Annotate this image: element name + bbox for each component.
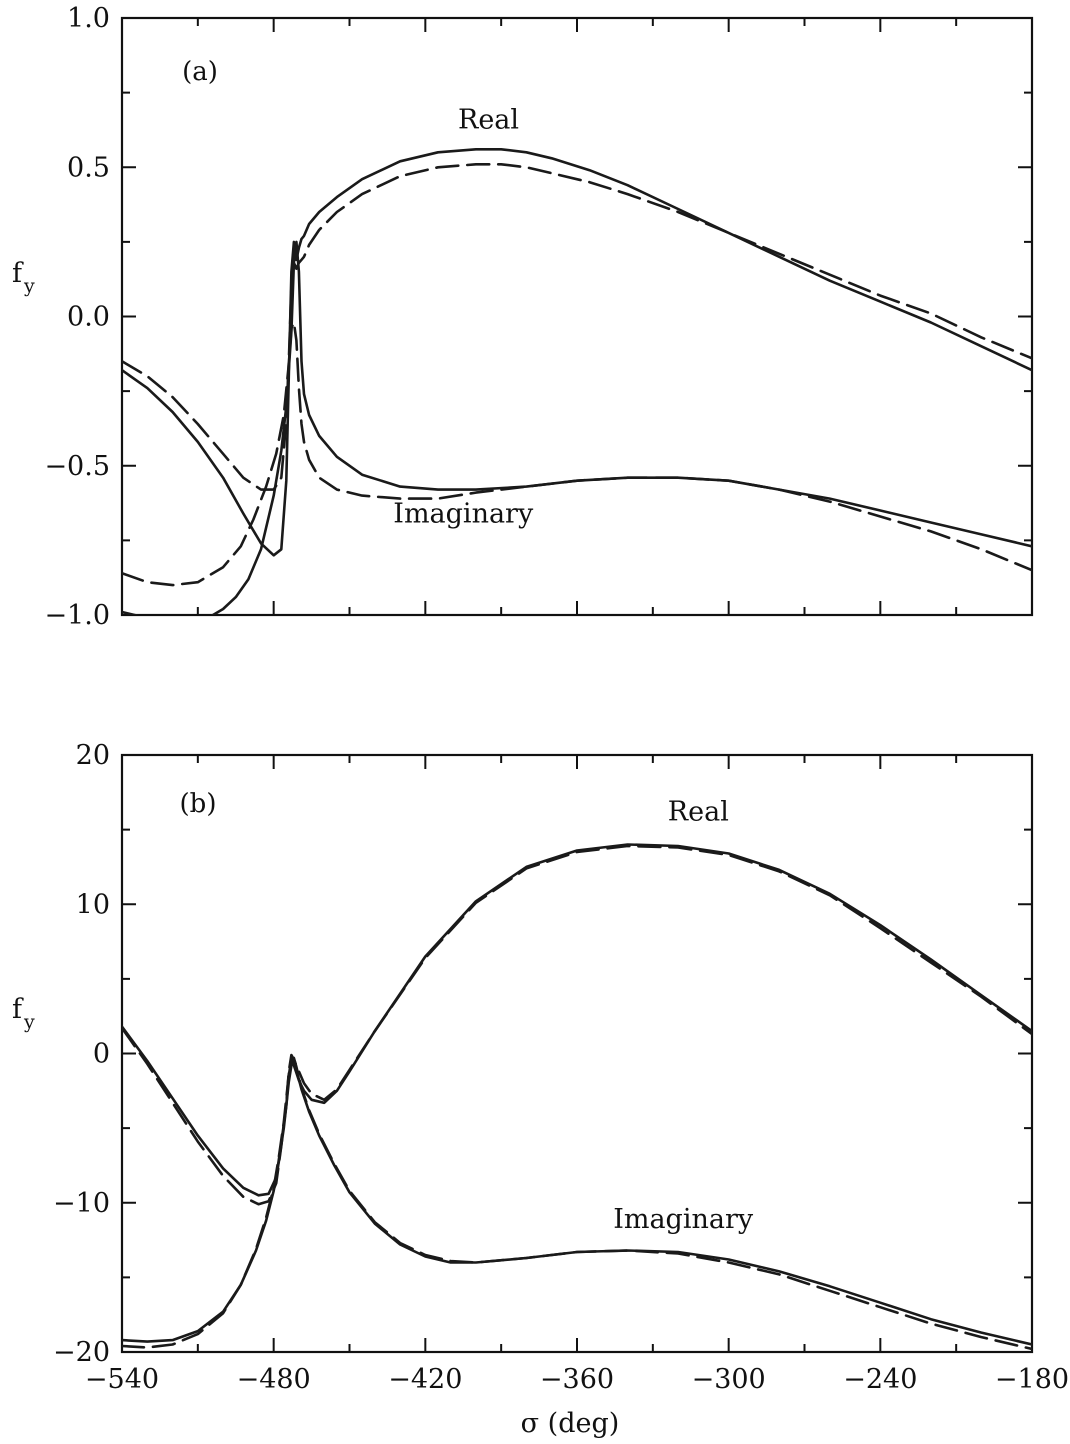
y-tick-label: 0.5 (67, 152, 110, 183)
x-tick-label: −540 (85, 1364, 159, 1395)
curve-label-real: Real (458, 104, 519, 135)
x-tick-label: −300 (692, 1364, 766, 1395)
plot-frame (122, 18, 1032, 615)
series-group (122, 845, 1032, 1350)
y-tick-label: 10 (76, 889, 110, 920)
chart-panel-a: −1.0 −0.5 0.0 0.5 1.0 f y (a) Real Imaginary (12, 3, 1032, 631)
y-axis-label-subscript: y (23, 275, 35, 297)
y-tick-label: −0.5 (44, 451, 110, 482)
y-tick-label: −10 (53, 1188, 110, 1219)
curve-label-imaginary: Imaginary (613, 1204, 754, 1235)
plot-frame (122, 755, 1032, 1352)
x-axis-label: σ (deg) (521, 1408, 620, 1439)
series-line-1-solid (122, 845, 1032, 1196)
series-line-1-solid (122, 149, 1032, 555)
x-tick-label: −480 (237, 1364, 311, 1395)
x-tick-label: −240 (843, 1364, 917, 1395)
curve-label-imaginary: Imaginary (393, 498, 534, 529)
x-tick-label: −420 (388, 1364, 462, 1395)
y-tick-label: 0.0 (67, 302, 110, 333)
series-line-4-dashed (122, 323, 1032, 586)
y-axis-label-subscript: y (23, 1011, 35, 1033)
x-tick-label: −360 (540, 1364, 614, 1395)
y-tick-label: 0 (93, 1039, 110, 1070)
series-group (122, 149, 1032, 624)
x-tick-label: −180 (995, 1364, 1069, 1395)
y-tick-label: 20 (76, 740, 110, 771)
y-axis-label: f (12, 994, 24, 1025)
curve-label-real: Real (668, 797, 729, 828)
panel-label: (a) (182, 57, 218, 87)
y-tick-label: −1.0 (44, 600, 110, 631)
panel-label: (b) (180, 789, 217, 819)
series-line-2-dashed (122, 164, 1032, 489)
series-line-2-dashed (122, 846, 1032, 1204)
series-line-3-solid (122, 242, 1032, 624)
y-axis-label: f (12, 258, 24, 289)
y-tick-label: 1.0 (67, 3, 110, 34)
